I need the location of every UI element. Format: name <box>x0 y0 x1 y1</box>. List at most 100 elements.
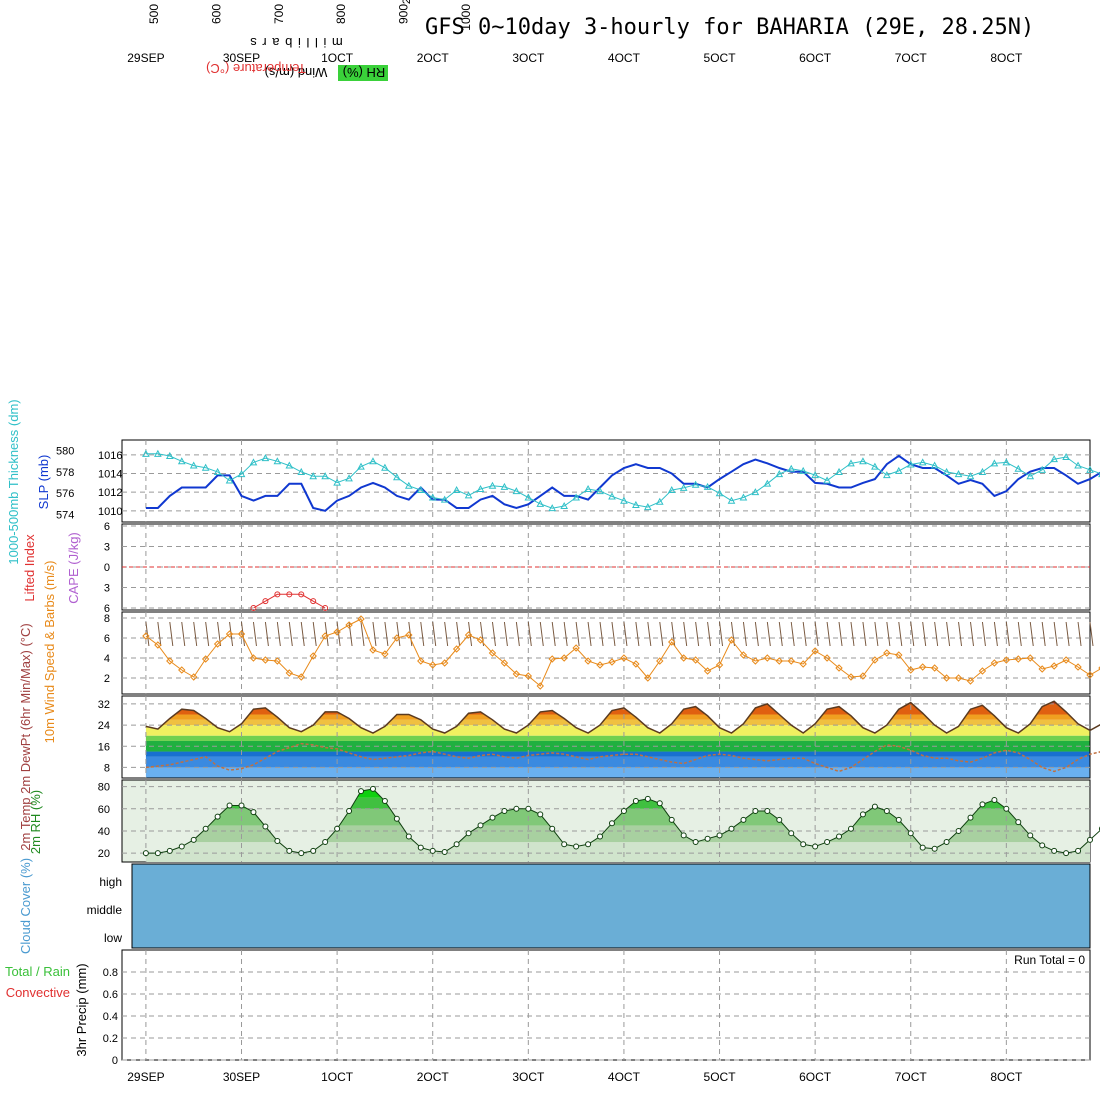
thickness-point <box>871 462 879 470</box>
thickness-point <box>273 457 282 465</box>
thickness-point <box>1062 452 1070 461</box>
wind10m-barb <box>515 621 520 647</box>
wind10m-point <box>679 654 688 662</box>
rh2m-point <box>955 827 962 834</box>
wind10m-point <box>1002 656 1011 664</box>
x-tick-label-top: 5OCT <box>704 51 737 65</box>
wind10m-barb <box>683 621 688 647</box>
rh2m-point <box>1027 832 1034 839</box>
panel2-frame <box>121 439 1091 523</box>
rh2m-point <box>620 808 627 815</box>
cloud-panel: high middle low Cloud Cover (%) <box>18 858 1091 954</box>
thickness-point <box>966 472 975 480</box>
rh2m-point <box>979 801 986 808</box>
x-tick-label-bottom: 5OCT <box>704 1070 737 1084</box>
rh2m-point <box>166 847 173 854</box>
rh2m-point <box>740 816 747 823</box>
thickness-point <box>189 461 198 469</box>
thickness-point <box>679 483 688 491</box>
rh2m-point <box>142 850 149 857</box>
wind10m-barb <box>1029 621 1034 647</box>
wind10m-barb <box>276 621 281 647</box>
panel6-ylabel: 2m RH (%) <box>28 790 43 854</box>
panel3-y-tick: 3 <box>104 542 110 554</box>
temp-color-bands <box>145 701 1090 778</box>
temp2m-line <box>145 700 1100 734</box>
thickness-point <box>1050 455 1058 463</box>
wind10m-point <box>1050 662 1058 670</box>
rh2m-point <box>847 825 854 832</box>
x-tick-label-bottom: 6OCT <box>799 1070 832 1084</box>
thickness-point <box>1026 472 1035 480</box>
rh2m-point <box>537 811 544 818</box>
wind10m-point <box>345 621 353 629</box>
wind10m-point <box>333 628 341 636</box>
rh2m-point <box>859 811 866 818</box>
rh-band <box>145 842 1090 862</box>
wind10m-point <box>703 667 712 675</box>
thickness-point <box>1014 464 1023 472</box>
rh2m-point <box>800 841 807 848</box>
wind10m-barb <box>707 621 712 647</box>
thickness-point <box>345 474 353 482</box>
rh2m-point <box>346 808 353 815</box>
wind10m-barb <box>922 621 927 647</box>
thickness-point <box>620 496 628 504</box>
wind10m-point <box>297 673 305 681</box>
wind10m-point <box>954 674 963 682</box>
panel1-y-tick: 800 <box>334 4 348 24</box>
panel4-y-tick: 4 <box>104 653 110 665</box>
rh2m-point <box>824 839 831 846</box>
thickness-point <box>154 449 162 457</box>
thickness-point <box>524 493 533 501</box>
panel2-ylabel-right: SLP (mb) <box>36 455 51 510</box>
wind10m-point <box>907 666 915 674</box>
wind10m-point <box>548 655 556 663</box>
wind10m-point <box>261 656 270 664</box>
wind10m-point <box>381 650 389 658</box>
rh2m-point <box>214 813 221 820</box>
rh2m-point <box>262 823 269 830</box>
panel2-y-tick-left: 578 <box>56 467 74 479</box>
panel4-y-tick: 6 <box>104 633 110 645</box>
wind10m-barb <box>647 621 652 647</box>
wind10m-point <box>273 657 282 665</box>
wind10m-point <box>500 659 509 667</box>
thickness-point <box>775 470 784 478</box>
panel1-y-tick: 500 <box>147 4 161 24</box>
rh2m-point <box>453 841 460 848</box>
x-tick-label-bottom: 4OCT <box>608 1070 641 1084</box>
rh2m-point <box>250 809 257 816</box>
thickness-point <box>536 499 545 507</box>
thickness-point <box>930 461 939 469</box>
thickness-point <box>464 491 473 499</box>
rh2m-point <box>680 832 687 839</box>
rh2m-panel: 20 40 60 80 2m RH (%) <box>28 779 1100 863</box>
wind10m-point <box>357 615 365 623</box>
wind10m-barb <box>993 621 998 647</box>
wind10m-point <box>668 638 676 646</box>
wind10m-barb <box>503 621 508 647</box>
thickness-point <box>667 486 676 494</box>
wind10m-barb <box>790 621 795 647</box>
wind10m-barb <box>874 621 879 647</box>
rh2m-point <box>226 802 233 809</box>
panel2-y-tick-left: 574 <box>56 510 74 522</box>
wind10m-point <box>811 647 819 655</box>
wind10m-barb <box>754 621 759 647</box>
thickness-point <box>906 460 915 468</box>
thickness-point <box>751 488 760 496</box>
rh2m-point <box>369 785 376 792</box>
temp-band <box>145 767 1090 778</box>
panel1-y-tick: 700 <box>272 4 286 24</box>
wind10m-point <box>393 634 401 642</box>
wind10m-barb <box>969 621 974 647</box>
lifted-index-point <box>322 605 329 611</box>
thickness-point <box>225 476 234 484</box>
thickness-point <box>918 458 927 466</box>
wind10m-point <box>572 644 580 652</box>
lifted-index-point <box>274 591 281 598</box>
rh2m-point <box>1063 850 1070 857</box>
rh2m-point <box>417 844 424 851</box>
rh2m-point <box>1075 847 1082 854</box>
